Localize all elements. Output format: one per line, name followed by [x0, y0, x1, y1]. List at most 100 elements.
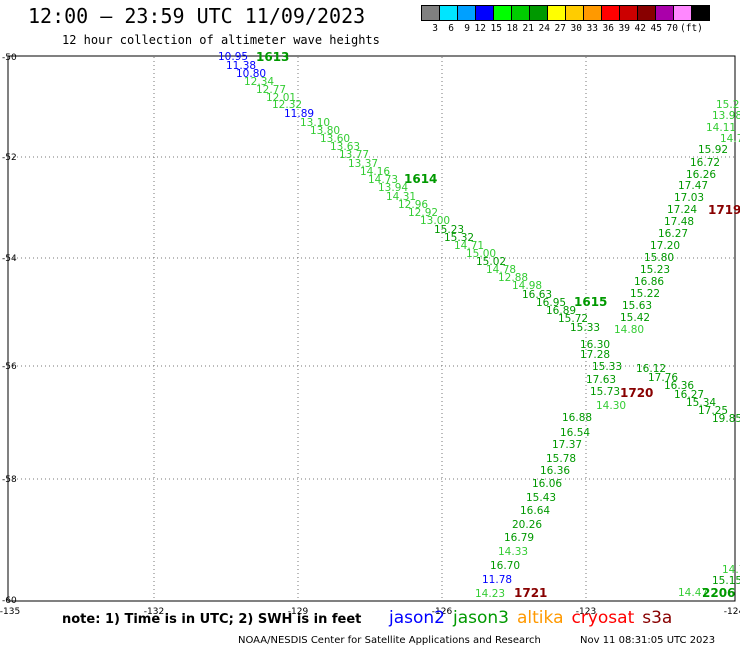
swh-value: 16.89: [546, 305, 576, 317]
swh-value: 15.22: [630, 288, 660, 300]
swh-value: 14.16: [360, 166, 390, 178]
swh-value: 15.43: [526, 492, 556, 504]
lon-tick-label: -126: [432, 607, 453, 617]
swh-value: 11.89: [284, 108, 314, 120]
swh-value: 15.32: [444, 232, 474, 244]
swh-value: 14.73: [368, 174, 398, 186]
swh-value: 16.79: [504, 532, 534, 544]
swh-value: 17.20: [650, 240, 680, 252]
lon-tick-label: -129: [288, 607, 309, 617]
swh-value: 15.2: [716, 99, 739, 111]
swh-value: 12.88: [498, 272, 528, 284]
swh-value: 16.27: [674, 389, 704, 401]
swh-value: 15.33: [592, 361, 622, 373]
swh-value: 17.28: [580, 349, 610, 361]
swh-value: 17.48: [664, 216, 694, 228]
satellite-legend: jason2 jason3 altika cryosat s3a: [389, 608, 680, 628]
swh-value: 16.26: [686, 169, 716, 181]
legend-label: 70: [666, 23, 678, 34]
swh-value: 14.47: [678, 587, 708, 599]
swh-value: 16.54: [560, 427, 590, 439]
generated-time: Nov 11 08:31:05 UTC 2023: [580, 635, 716, 646]
map-grid: [9, 57, 734, 600]
swh-value: 17.24: [667, 204, 697, 216]
swh-value: 16.36: [664, 380, 694, 392]
satellite-legend-item: jason3: [453, 608, 509, 628]
swh-value: 14.74: [722, 564, 740, 576]
lon-tick-label: -124: [724, 607, 740, 617]
track-label: 1719: [708, 203, 740, 217]
swh-value: 15.80: [644, 252, 674, 264]
track-label: 1614: [404, 172, 437, 186]
satellite-legend-item: altika: [517, 608, 564, 628]
swh-value: 11.78: [482, 574, 512, 586]
credit-text: NOAA/NESDIS Center for Satellite Applica…: [238, 635, 541, 646]
swh-value: 16.64: [520, 505, 550, 517]
lat-tick-label: -50: [2, 53, 17, 63]
swh-value: 14.71: [454, 240, 484, 252]
legend-label: 45: [650, 23, 662, 34]
legend-label: 18: [506, 23, 518, 34]
swh-value: 14.23: [475, 588, 505, 600]
legend-label: 24: [538, 23, 550, 34]
swh-value: 14.80: [614, 324, 644, 336]
legend-label: 39: [618, 23, 630, 34]
swh-value: 15.00: [466, 248, 496, 260]
swh-value: 15.23: [640, 264, 670, 276]
legend-swatches: [421, 5, 710, 21]
lon-tick-label: -135: [0, 607, 20, 617]
swh-value: 12.96: [398, 199, 428, 211]
swh-value: 16.30: [580, 339, 610, 351]
legend-labels: 3 6 9 12 15 18 21 24 27 30 33 36 39 42 45 70 (ft): [422, 23, 710, 34]
swh-value: 14.98: [512, 280, 542, 292]
swh-value: 15.42: [620, 312, 650, 324]
lon-tick-label: -132: [144, 607, 164, 617]
swh-value: 14.33: [498, 546, 528, 558]
swh-value: 15.63: [622, 300, 652, 312]
swh-value: 12.32: [272, 99, 302, 111]
lat-tick-label: -52: [2, 153, 17, 163]
swh-value: 13.10: [300, 117, 330, 129]
satellite-legend-item: jason2: [389, 608, 445, 628]
swh-value: 10.95: [218, 51, 248, 63]
lon-tick-label: -123: [576, 607, 596, 617]
swh-value: 14.78: [486, 264, 516, 276]
swh-value: 12.01: [266, 92, 296, 104]
page-subtitle: 12 hour collection of altimeter wave hei…: [62, 33, 380, 47]
lat-tick-label: -58: [2, 475, 17, 485]
swh-value: 16.63: [522, 289, 552, 301]
track-label: 1615: [574, 295, 607, 309]
swh-value: 17.37: [552, 439, 582, 451]
swh-value: 13.94: [378, 182, 408, 194]
legend-label: 6: [448, 23, 454, 34]
swh-value: 15.02: [476, 256, 506, 268]
swh-value: 17.25: [698, 405, 728, 417]
swh-value: 14.30: [596, 400, 626, 412]
axis-ticks: -135 -132 -129 -126 -123 -124 -50 -52 -54 -56 -58 -…: [0, 53, 740, 617]
swh-value: 13.37: [348, 158, 378, 170]
swh-value: 17.47: [678, 180, 708, 192]
track-labels: 1613 1614 1615 1719 1720 1721 2206: [256, 50, 740, 600]
legend-label: 33: [586, 23, 598, 34]
color-legend: 3 6 9 12 15 18 21 24 27 30 33 36 39 42 45 70 (ft): [421, 5, 710, 34]
track-label: 1613: [256, 50, 289, 64]
map-frame: [7, 55, 736, 602]
swh-points: 10.9511.3810.8012.3412.7712.0112.3211.89…: [218, 51, 740, 600]
satellite-legend-item: s3a: [642, 608, 673, 628]
swh-value: 14.11: [706, 122, 736, 134]
swh-value: 15.73: [590, 386, 620, 398]
swh-value: 12.92: [408, 207, 438, 219]
swh-value: 13.60: [320, 133, 350, 145]
swh-value: 15.78: [546, 453, 576, 465]
swh-value: 16.12: [636, 363, 666, 375]
swh-value: 16.95: [536, 297, 566, 309]
lat-tick-label: -56: [2, 362, 17, 372]
lat-tick-label: -60: [2, 596, 17, 606]
swh-value: 12.34: [244, 76, 274, 88]
swh-value: 14.74: [720, 133, 740, 145]
swh-value: 16.72: [690, 157, 720, 169]
swh-value: 17.76: [648, 372, 678, 384]
swh-value: 19.85: [712, 413, 740, 425]
swh-value: 13.80: [310, 125, 340, 137]
